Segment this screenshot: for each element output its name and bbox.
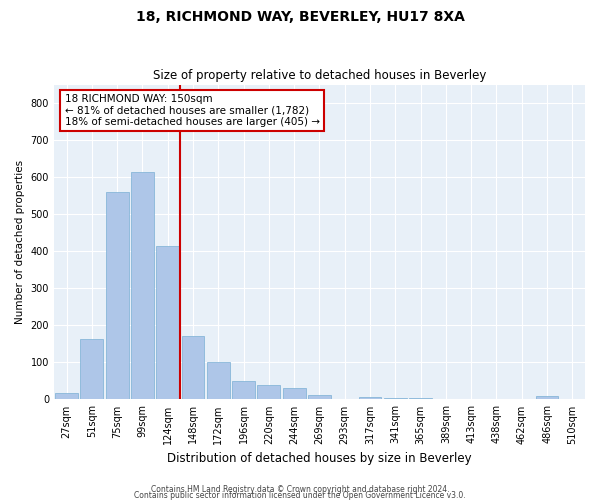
Bar [55, 393, 78, 400]
Bar [207, 362, 230, 400]
Bar [257, 386, 280, 400]
Bar [409, 398, 432, 400]
Title: Size of property relative to detached houses in Beverley: Size of property relative to detached ho… [153, 69, 486, 82]
Bar [536, 396, 559, 400]
Bar [182, 336, 205, 400]
Bar [131, 172, 154, 400]
Bar [384, 398, 407, 400]
Bar [106, 192, 128, 400]
Text: Contains public sector information licensed under the Open Government Licence v3: Contains public sector information licen… [134, 490, 466, 500]
Bar [80, 339, 103, 400]
Bar [359, 397, 382, 400]
Text: Contains HM Land Registry data © Crown copyright and database right 2024.: Contains HM Land Registry data © Crown c… [151, 484, 449, 494]
X-axis label: Distribution of detached houses by size in Beverley: Distribution of detached houses by size … [167, 452, 472, 465]
Bar [232, 381, 255, 400]
Text: 18, RICHMOND WAY, BEVERLEY, HU17 8XA: 18, RICHMOND WAY, BEVERLEY, HU17 8XA [136, 10, 464, 24]
Y-axis label: Number of detached properties: Number of detached properties [15, 160, 25, 324]
Bar [308, 394, 331, 400]
Bar [157, 246, 179, 400]
Bar [283, 388, 305, 400]
Text: 18 RICHMOND WAY: 150sqm
← 81% of detached houses are smaller (1,782)
18% of semi: 18 RICHMOND WAY: 150sqm ← 81% of detache… [65, 94, 320, 127]
